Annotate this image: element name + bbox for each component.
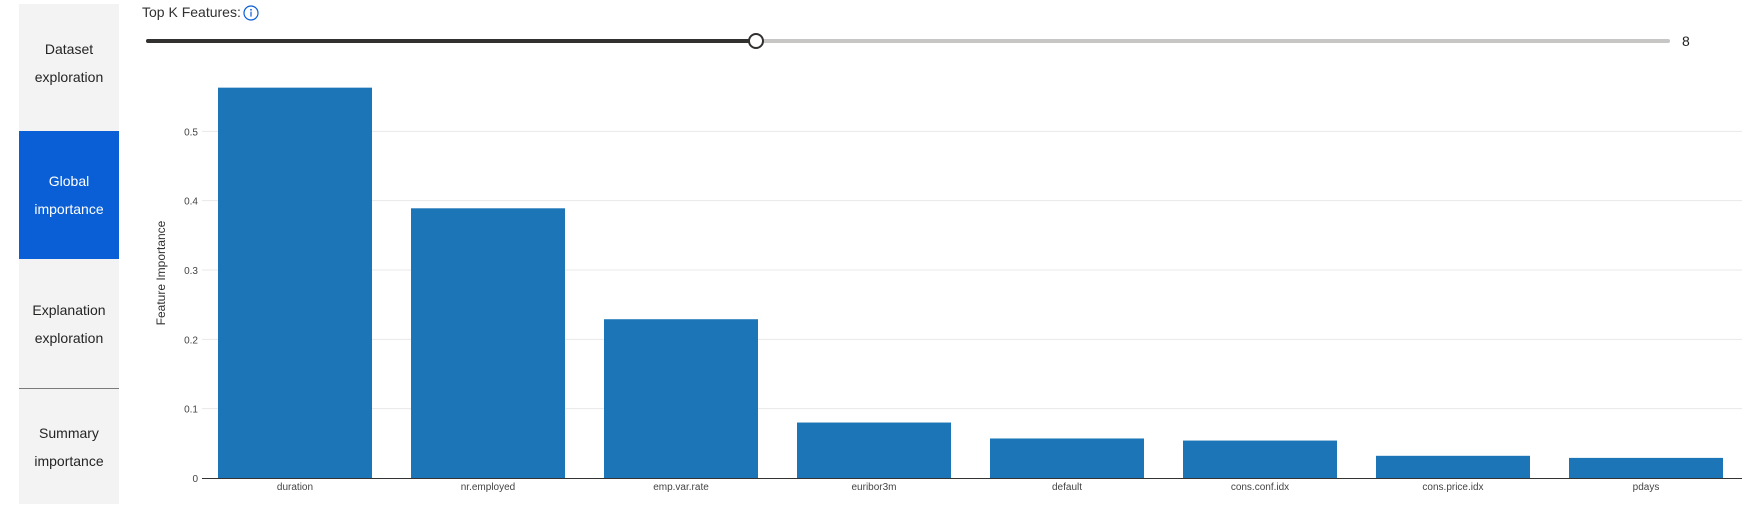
nav-label-line1: Summary <box>39 424 99 441</box>
bars-group <box>218 87 1723 479</box>
nav-label-line2: exploration <box>34 329 104 346</box>
y-tick-label: 0.5 <box>184 127 198 138</box>
nav-label-line1: Explanation <box>32 301 106 318</box>
bar-euribor3m[interactable] <box>797 422 951 478</box>
nav-global-importance[interactable]: Global importance <box>19 131 119 259</box>
bar-duration[interactable] <box>218 87 372 479</box>
bar-default[interactable] <box>990 438 1144 478</box>
x-tick-label: euribor3m <box>851 482 896 493</box>
x-tick-label: duration <box>277 482 313 493</box>
bar-cons-price-idx[interactable] <box>1376 455 1530 478</box>
x-tick-label: pdays <box>1633 482 1660 493</box>
nav-explanation-exploration[interactable]: Explanation exploration <box>19 259 119 388</box>
y-tick-label: 0.1 <box>184 405 198 416</box>
bar-cons-conf-idx[interactable] <box>1183 440 1337 478</box>
x-tick-label: default <box>1052 482 1082 493</box>
nav-label-line2: importance <box>34 452 104 469</box>
bar-pdays[interactable] <box>1569 457 1723 478</box>
nav-label-line2: importance <box>34 201 104 217</box>
nav-label-line1: Dataset <box>44 41 94 57</box>
y-tick-label: 0.2 <box>184 335 198 346</box>
info-icon[interactable] <box>243 5 259 21</box>
y-tick-label: 0.4 <box>184 197 198 208</box>
slider-rail <box>146 39 1670 43</box>
y-ticks: 0 0.1 0.2 0.3 0.4 0.5 <box>184 127 198 485</box>
topk-label: Top K Features: <box>142 4 241 20</box>
topk-slider[interactable] <box>146 32 1670 50</box>
bar-emp-var-rate[interactable] <box>604 319 758 478</box>
x-tick-label: cons.conf.idx <box>1231 482 1289 493</box>
bar-nr-employed[interactable] <box>411 208 565 478</box>
x-tick-label: emp.var.rate <box>653 482 709 493</box>
slider-thumb[interactable] <box>747 33 764 49</box>
y-axis-label: Feature Importance <box>154 220 168 325</box>
nav-summary-importance[interactable]: Summary importance <box>19 388 119 504</box>
nav-label-line1: Global <box>48 173 90 189</box>
nav-dataset-exploration[interactable]: Dataset exploration <box>19 4 119 122</box>
x-tick-label: cons.price.idx <box>1422 482 1483 493</box>
x-tick-label: nr.employed <box>461 482 515 493</box>
topk-value: 8 <box>1682 33 1690 49</box>
nav-label-line2: exploration <box>34 69 104 85</box>
x-ticks: duration nr.employed emp.var.rate euribor3m… <box>277 482 1659 493</box>
slider-fill <box>146 39 756 43</box>
y-tick-label: 0 <box>192 474 198 485</box>
sidebar-nav: Dataset exploration Global importance Ex… <box>19 4 119 504</box>
y-tick-label: 0.3 <box>184 266 198 277</box>
